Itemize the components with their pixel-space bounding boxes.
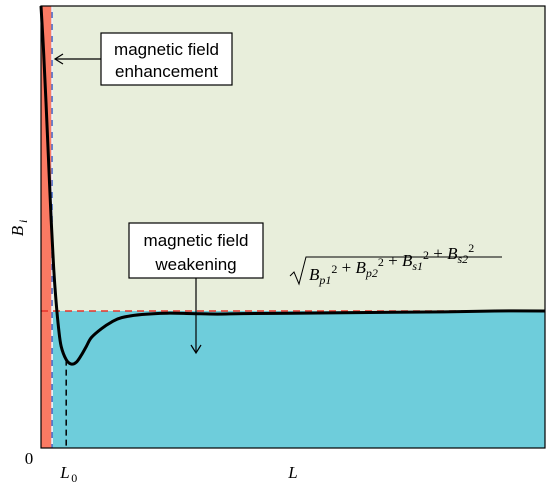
weakening-annotation-line-1: magnetic field: [144, 231, 249, 250]
formula-term-sub: s2: [458, 252, 469, 266]
enhancement-annotation-line-2: enhancement: [115, 62, 218, 81]
weakening-annotation-line-2: weakening: [154, 255, 236, 274]
enhancement-arrowhead: [53, 53, 64, 65]
x-tick-label-main: L: [59, 463, 69, 482]
enhancement-annotation-box: [100, 32, 233, 86]
enhancement-region: [41, 6, 53, 448]
formula: Bp12 + Bp22 + Bs12 + Bs22: [289, 241, 502, 287]
x-tick-label: L 0: [59, 463, 77, 485]
plot-area: [39, 5, 546, 449]
formula-term-sub: p2: [365, 266, 378, 280]
y-axis-label-main: B: [8, 225, 27, 236]
x-tick-label-sub: 0: [71, 471, 77, 485]
origin-label: 0: [25, 449, 34, 468]
formula-term-base: B: [402, 251, 413, 270]
enhancement-annotation-line-1: magnetic field: [114, 40, 219, 59]
x-axis-label: L: [287, 463, 297, 482]
formula-term-base: B: [447, 244, 458, 263]
formula-operator: +: [337, 258, 355, 277]
series-line: [39, 5, 546, 366]
y-axis-label: B i: [8, 220, 30, 237]
formula-term-sub: s1: [412, 259, 423, 273]
formula-term-sup: 2: [468, 241, 474, 255]
formula-term-sup: 2: [378, 255, 384, 269]
plot-frame: [40, 5, 546, 449]
formula-term-sup: 2: [423, 248, 429, 262]
formula-radical: [289, 256, 502, 286]
formula-operator: +: [384, 251, 402, 270]
formula-term-base: B: [309, 265, 320, 284]
formula-term-base: B: [355, 258, 366, 277]
y-axis-label-sub: i: [16, 220, 30, 223]
weakening-arrowhead: [190, 344, 202, 355]
weakening-annotation: magnetic field weakening: [128, 222, 264, 355]
formula-operator: +: [429, 244, 447, 263]
formula-term-sub: p1: [318, 273, 331, 287]
enhancement-annotation: magnetic field enhancement: [53, 32, 233, 86]
formula-term-sup: 2: [331, 262, 337, 276]
formula-expression: Bp12 + Bp22 + Bs12 + Bs22: [309, 241, 474, 287]
lower-region: [41, 310, 545, 448]
